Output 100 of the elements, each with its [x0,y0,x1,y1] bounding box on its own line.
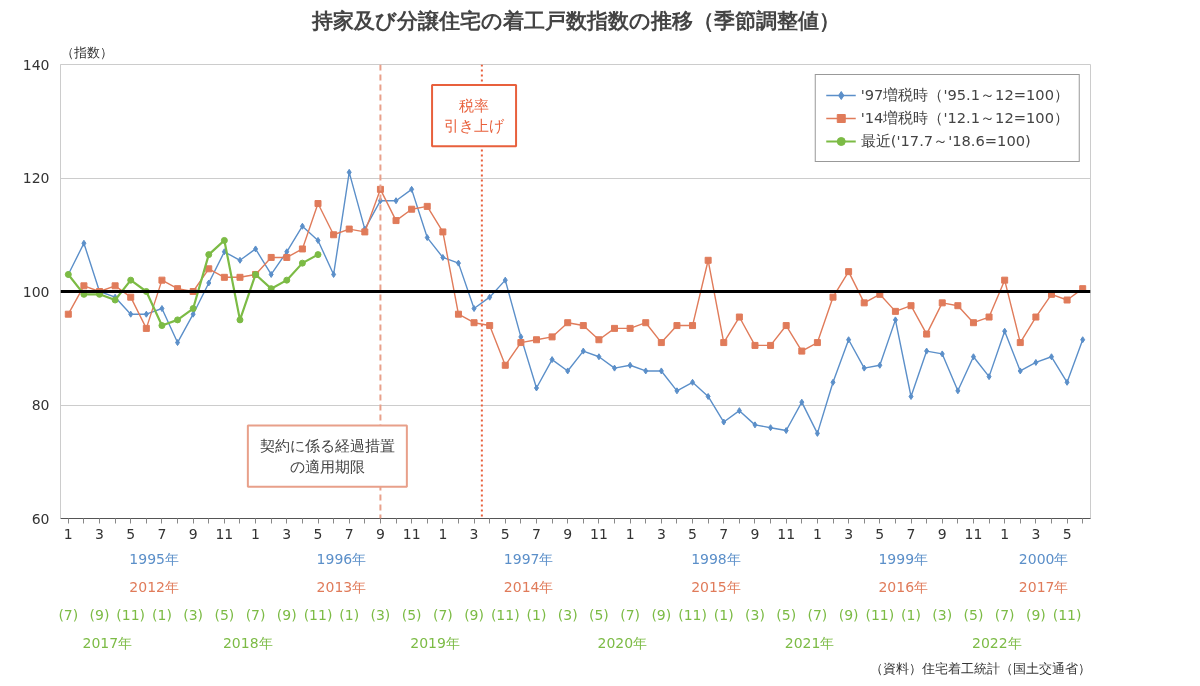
x-tick-label: 7 [719,525,729,542]
text: (3) [745,606,765,623]
text: 2012年 [129,578,179,595]
text: 1997年 [503,550,554,567]
x-tick-label: 11 [777,525,796,542]
text: （資料）住宅着工統計（国土交通省） [869,660,1091,676]
text: (11) [1052,606,1082,623]
x-tick-label: 3 [469,525,479,542]
text: (1) [901,606,921,623]
x-tick-label: 1 [438,525,448,542]
text: 2017年 [82,634,133,651]
annotation: 税率引き上げ [444,96,506,135]
x-tick-label: 11 [590,525,608,542]
text: (7) [432,606,453,623]
x-tick-label: 1 [251,525,261,542]
point [205,251,213,259]
text: (3) [932,606,953,623]
text: (1) [526,606,547,623]
text: 2000年 [1018,550,1069,567]
text: (9) [464,606,484,623]
text: (5) [401,606,422,623]
x-tick-label: 7 [344,525,354,542]
point [314,251,322,259]
point [174,316,182,324]
text: (1) [713,606,734,623]
y-tick-label: 100 [22,283,50,300]
text: (11) [865,606,895,623]
text: (5) [588,606,609,623]
text: 1998年 [691,550,741,567]
text: 2018年 [222,634,273,651]
y-axis-title: （指数） [60,44,113,60]
x-tick-label: 9 [188,525,198,542]
text: (11) [303,606,333,623]
x-tick-label: 11 [964,525,983,542]
text: 2014年 [503,578,554,595]
text: (11) [678,606,707,623]
text: 1995年 [129,550,179,567]
x-tick-label: 7 [532,525,541,542]
text: (1) [339,606,360,623]
point [298,259,306,267]
x-tick-label: 9 [563,525,573,542]
y-tick-label: 120 [22,170,50,186]
text: (11) [490,606,520,623]
point [189,305,197,313]
text: 1996年 [316,550,367,567]
x-tick-label: 9 [375,525,385,542]
legend-label: 最近('17.7～'18.6=100) [860,131,1031,151]
text: 2017年 [1018,578,1069,595]
x-tick-label: 5 [126,525,136,542]
point [158,322,166,330]
text: (7) [58,606,79,623]
text: (7) [245,606,266,623]
text: (3) [557,606,578,623]
text: (9) [1025,606,1046,623]
x-tick-label: 5 [688,525,698,542]
x-tick-label: 1 [63,525,73,542]
text: 2016年 [878,578,929,595]
x-tick-label: 5 [875,525,885,542]
text: (3) [183,606,204,623]
annotation: 契約に係る経過措置の適用期限 [259,437,395,475]
x-tick-label: 1 [812,525,822,542]
text: (3) [370,606,391,623]
text: 2019年 [410,634,460,651]
text: (1) [152,606,172,623]
y-tick-label: 140 [22,56,50,73]
x-tick-label: 3 [656,525,666,542]
x-tick-label: 9 [750,525,760,542]
text: (7) [994,606,1015,623]
point [236,316,244,324]
y-tick-label: 60 [31,510,50,527]
text: (5) [963,606,984,623]
x-tick-label: 1 [625,525,635,542]
legend-label: '14増税時（'12.1～12=100） [860,108,1069,128]
x-tick-label: 3 [282,525,292,542]
x-tick-label: 3 [95,525,104,542]
point [283,276,291,284]
text: (9) [89,606,110,623]
text: 2021年 [784,634,835,651]
x-tick-label: 5 [313,525,323,542]
x-tick-label: 7 [157,525,167,542]
x-tick-label: 3 [844,525,854,542]
x-tick-label: 9 [937,525,947,542]
point [127,276,135,284]
x-tick-label: 3 [1031,525,1041,542]
text: (7) [807,606,828,623]
text: (11) [116,606,146,623]
point [220,236,228,244]
x-tick-label: 11 [402,525,421,542]
chart-title: 持家及び分譲住宅の着工戸数指数の推移（季節調整値） [310,7,840,33]
x-tick-label: 11 [215,525,234,542]
x-tick-label: 5 [1062,525,1072,542]
text: (7) [620,606,641,623]
text: 2020年 [597,634,648,651]
y-tick-label: 80 [31,397,50,413]
text: (9) [651,606,672,623]
text: 2022年 [972,634,1022,651]
text: 2015年 [691,578,741,595]
legend-label: '97増税時（'95.1～12=100） [860,85,1069,105]
text: 2013年 [316,578,367,595]
text: (9) [838,606,859,623]
